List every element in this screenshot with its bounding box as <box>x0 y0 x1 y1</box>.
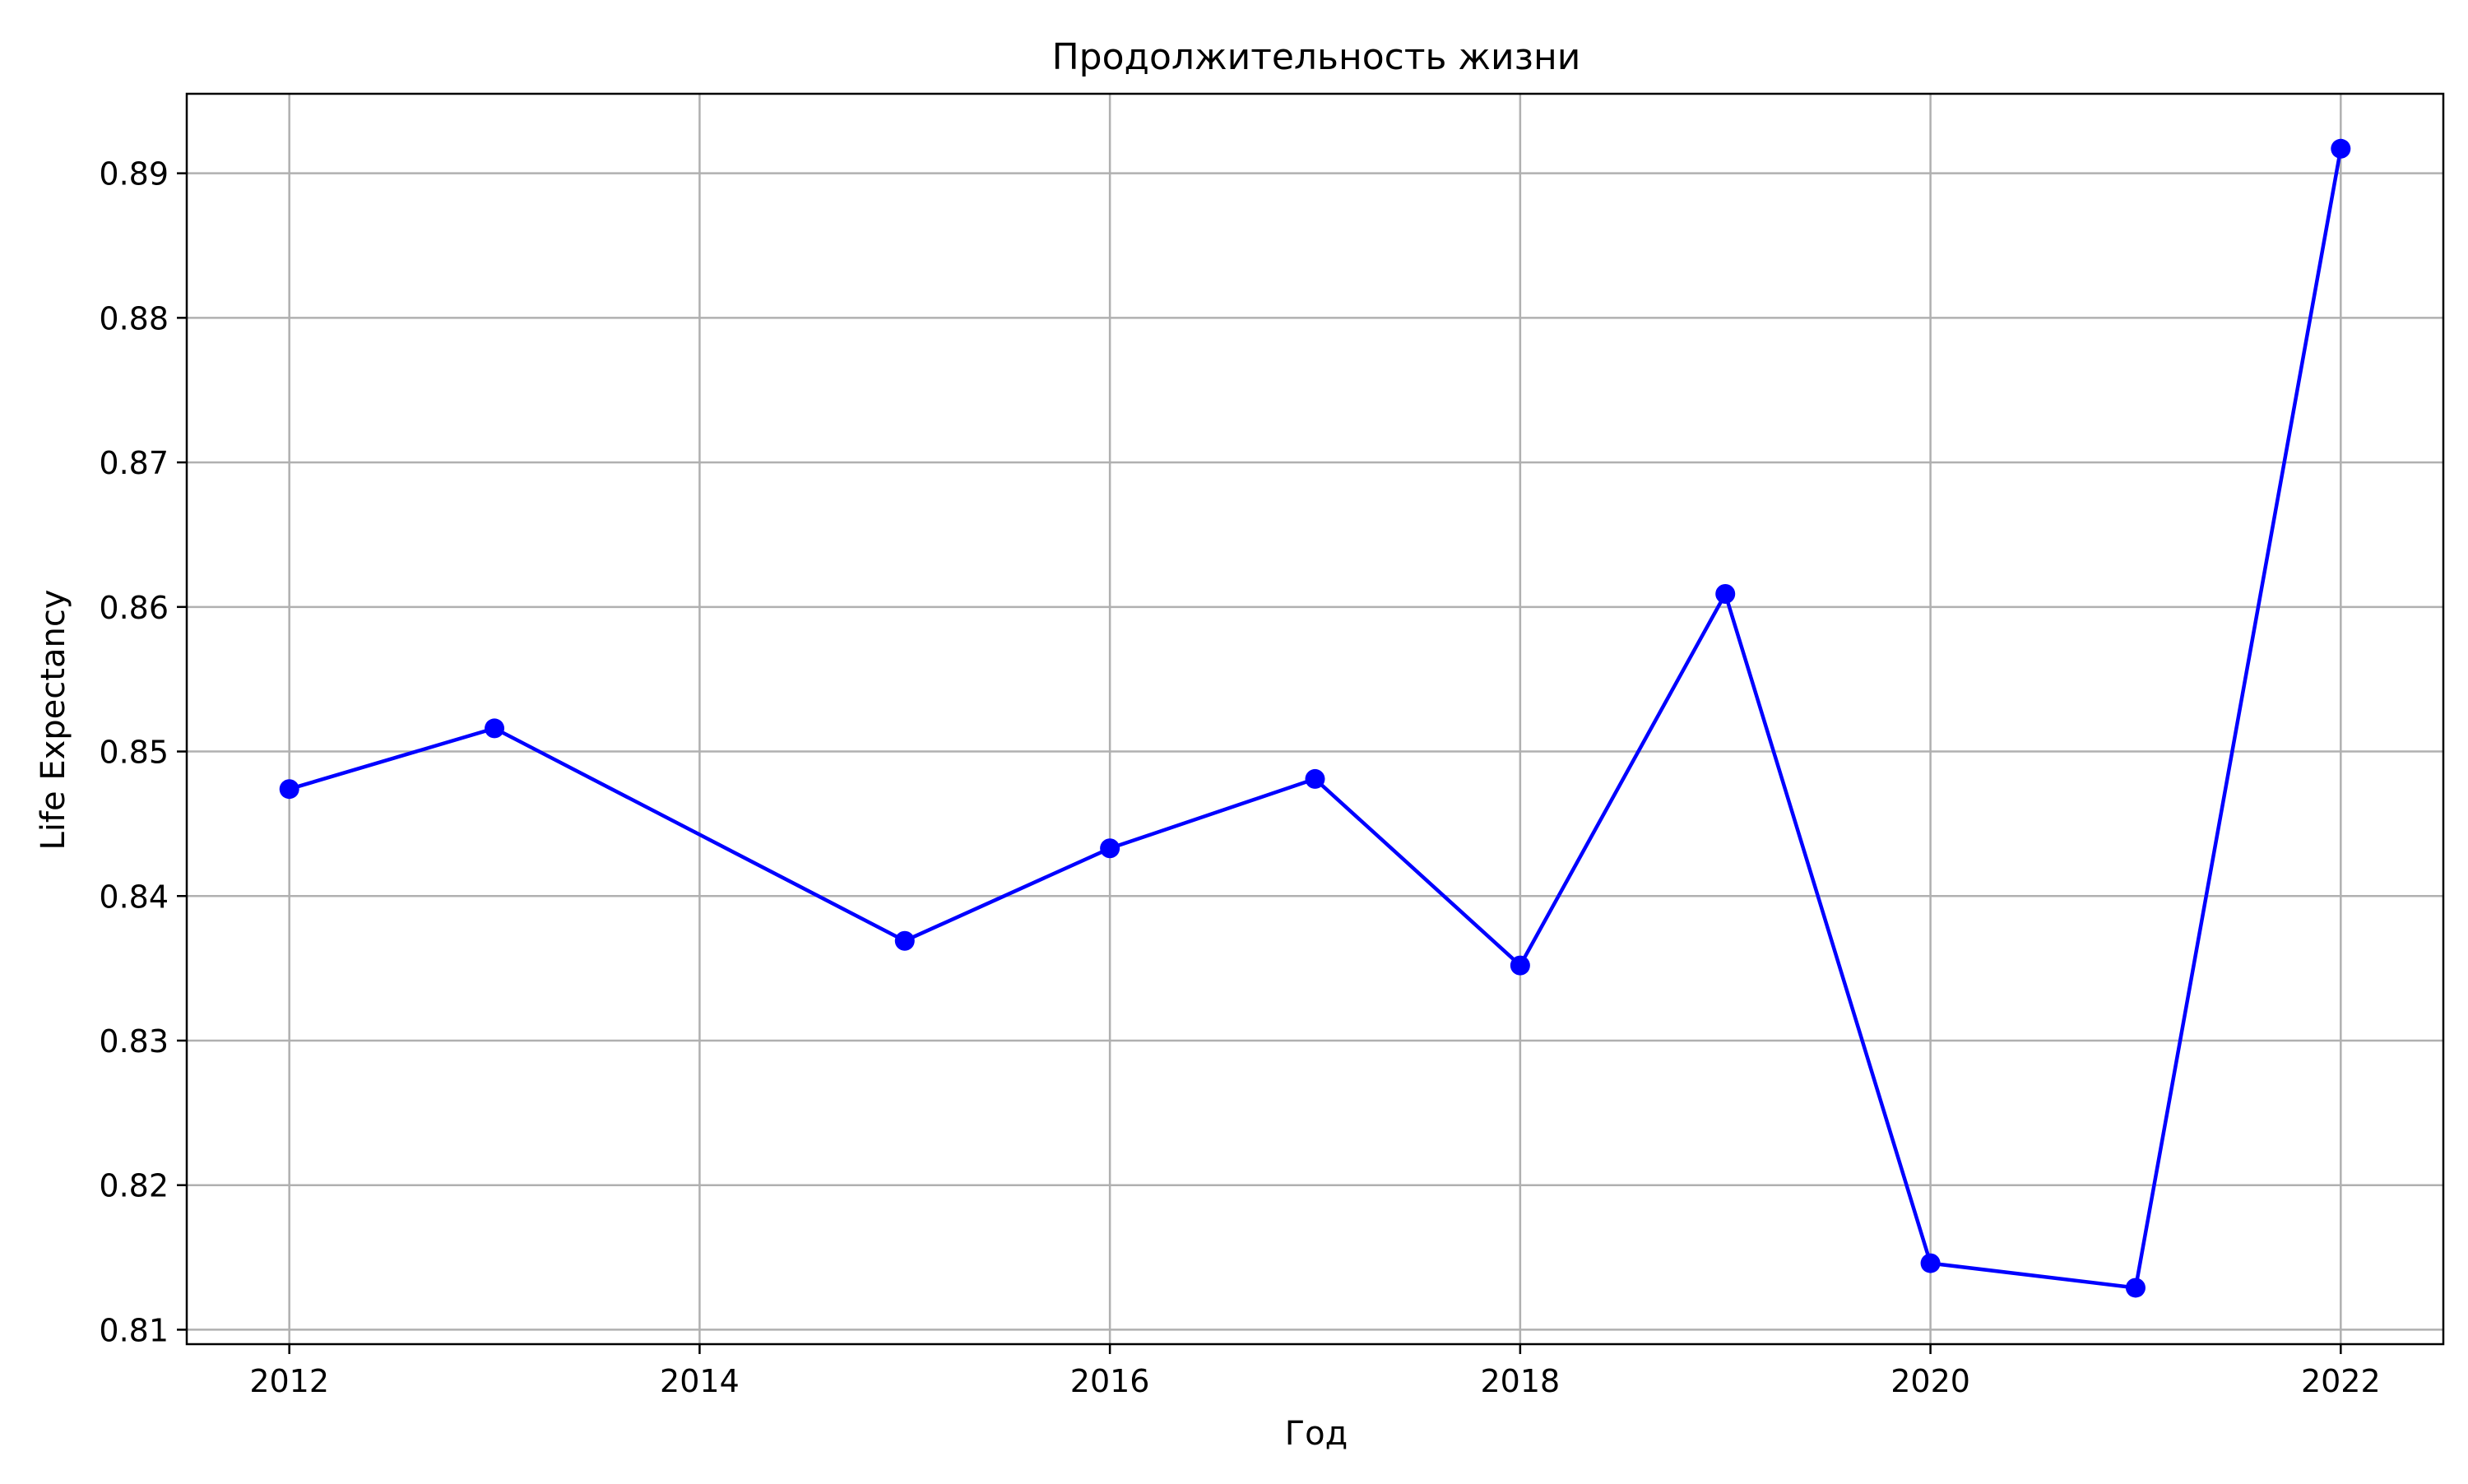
grid <box>187 94 2443 1344</box>
y-tick-label: 0.81 <box>99 1312 169 1348</box>
x-tick-label: 2016 <box>1070 1363 1150 1399</box>
data-point <box>2331 138 2351 159</box>
y-tick-label: 0.86 <box>99 590 169 626</box>
data-point <box>1100 838 1120 859</box>
x-axis-label: Год <box>1285 1415 1348 1453</box>
y-tick-label: 0.88 <box>99 300 169 336</box>
x-tick-label: 2012 <box>249 1363 329 1399</box>
y-tick-label: 0.87 <box>99 445 169 481</box>
data-point <box>1920 1253 1941 1273</box>
axis-ticks: 2012 2014 2016 2018 2020 2022 0.81 0.82 0.83 0.84… <box>99 156 2380 1399</box>
y-tick-label: 0.83 <box>99 1023 169 1060</box>
plot-frame <box>185 92 2445 1346</box>
y-tick-label: 0.82 <box>99 1168 169 1204</box>
series-layer <box>279 138 2351 1298</box>
data-point <box>2125 1278 2146 1298</box>
y-tick-label: 0.89 <box>99 156 169 192</box>
data-point <box>894 930 915 951</box>
y-axis-label: Life Expectancy <box>35 590 72 851</box>
y-tick-label: 0.85 <box>99 735 169 771</box>
x-tick-label: 2018 <box>1481 1363 1561 1399</box>
y-tick-label: 0.84 <box>99 879 169 915</box>
x-tick-label: 2022 <box>2301 1363 2381 1399</box>
data-point <box>485 718 505 739</box>
series-line <box>289 148 2343 1290</box>
chart-title: Продолжительность жизни <box>1052 36 1581 78</box>
data-point <box>1510 955 1530 976</box>
x-tick-label: 2020 <box>1890 1363 1970 1399</box>
data-point <box>1715 584 1736 604</box>
x-tick-label: 2014 <box>660 1363 740 1399</box>
data-point <box>279 779 299 800</box>
data-point <box>1305 768 1325 789</box>
